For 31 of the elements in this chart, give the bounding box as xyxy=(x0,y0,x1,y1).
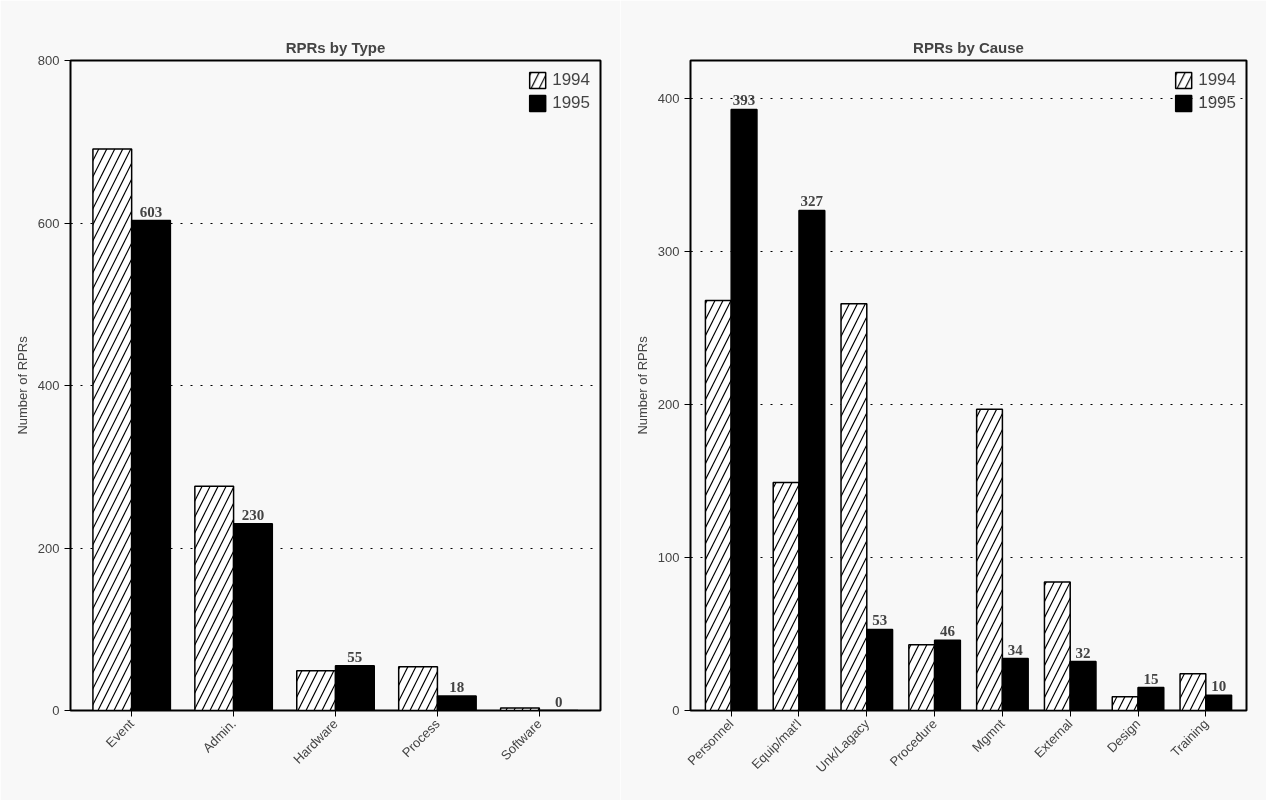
y-tick-label: 400 xyxy=(657,91,680,107)
chart-title: RPRs by Cause xyxy=(913,38,1024,56)
y-axis-title: Number of RPRs xyxy=(14,335,30,435)
data-label: 603 xyxy=(139,203,163,220)
data-label: 53 xyxy=(872,612,888,629)
data-label: 393 xyxy=(732,92,756,109)
data-label: 18 xyxy=(449,678,465,695)
legend-label: 1994 xyxy=(552,70,590,90)
y-tick-label: 400 xyxy=(37,378,60,393)
data-label: 32 xyxy=(1075,644,1091,661)
legend-label: 1995 xyxy=(552,93,590,113)
y-tick-label: 0 xyxy=(672,703,680,718)
data-label: 46 xyxy=(939,623,956,640)
y-tick-label: 800 xyxy=(37,53,60,68)
y-tick-label: 600 xyxy=(37,215,60,231)
data-label: 15 xyxy=(1143,670,1159,687)
data-label: 10 xyxy=(1211,678,1227,695)
y-tick-label: 200 xyxy=(37,540,60,556)
data-label: 0 xyxy=(554,693,563,710)
y-axis-title: Number of RPRs xyxy=(634,335,650,435)
chart-title: RPRs by Type xyxy=(285,38,386,56)
data-label: 230 xyxy=(241,506,265,523)
data-label: 34 xyxy=(1007,641,1024,658)
y-tick-label: 100 xyxy=(657,550,680,566)
y-tick-label: 300 xyxy=(657,244,680,260)
legend-label: 1995 xyxy=(1198,93,1236,113)
data-label: 327 xyxy=(800,193,824,210)
data-label: 55 xyxy=(347,648,363,665)
y-tick-label: 200 xyxy=(657,397,680,413)
y-tick-label: 0 xyxy=(52,703,60,718)
legend-label: 1994 xyxy=(1198,70,1236,90)
